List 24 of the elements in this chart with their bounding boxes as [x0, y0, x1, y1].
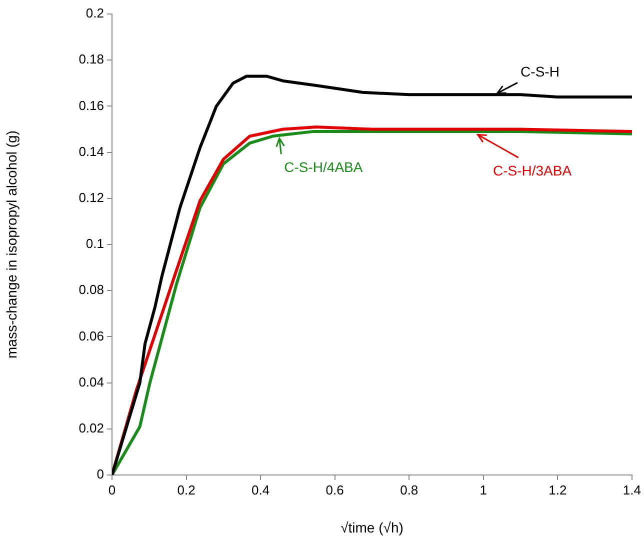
- annotation: C-S-H/3ABA: [492, 162, 572, 178]
- annotation: C-S-H/4ABA: [284, 159, 364, 176]
- y-tick-label: 0.12: [78, 190, 104, 205]
- y-tick-label: 0.16: [78, 98, 104, 113]
- x-tick-label: 1: [480, 482, 488, 498]
- x-tick-label: 0.6: [326, 482, 344, 498]
- y-tick-label: 0.02: [78, 420, 104, 436]
- x-tick-label: 1.4: [622, 482, 642, 498]
- y-tick-label: 0.14: [78, 144, 104, 159]
- y-tick-label: 0.06: [78, 328, 104, 344]
- y-tick-label: 0.1: [86, 236, 104, 252]
- y-tick-label: 0.04: [78, 374, 104, 390]
- y-tick-label: 0: [96, 466, 104, 482]
- x-tick-label: 0.4: [252, 482, 270, 498]
- x-tick-label: 0: [108, 482, 116, 498]
- y-tick-label: 0.2: [86, 6, 104, 21]
- x-axis-title: √time (√h): [340, 519, 404, 536]
- annotation: C-S-H: [520, 64, 560, 80]
- x-tick-label: 0.2: [177, 482, 196, 498]
- x-tick-label: 0.8: [400, 482, 418, 498]
- x-tick-label: 1.2: [548, 482, 567, 498]
- y-axis-title: mass-change in isopropyl alcohol (g): [3, 130, 20, 358]
- y-tick-label: 0.08: [78, 282, 104, 298]
- y-tick-label: 0.18: [78, 52, 104, 67]
